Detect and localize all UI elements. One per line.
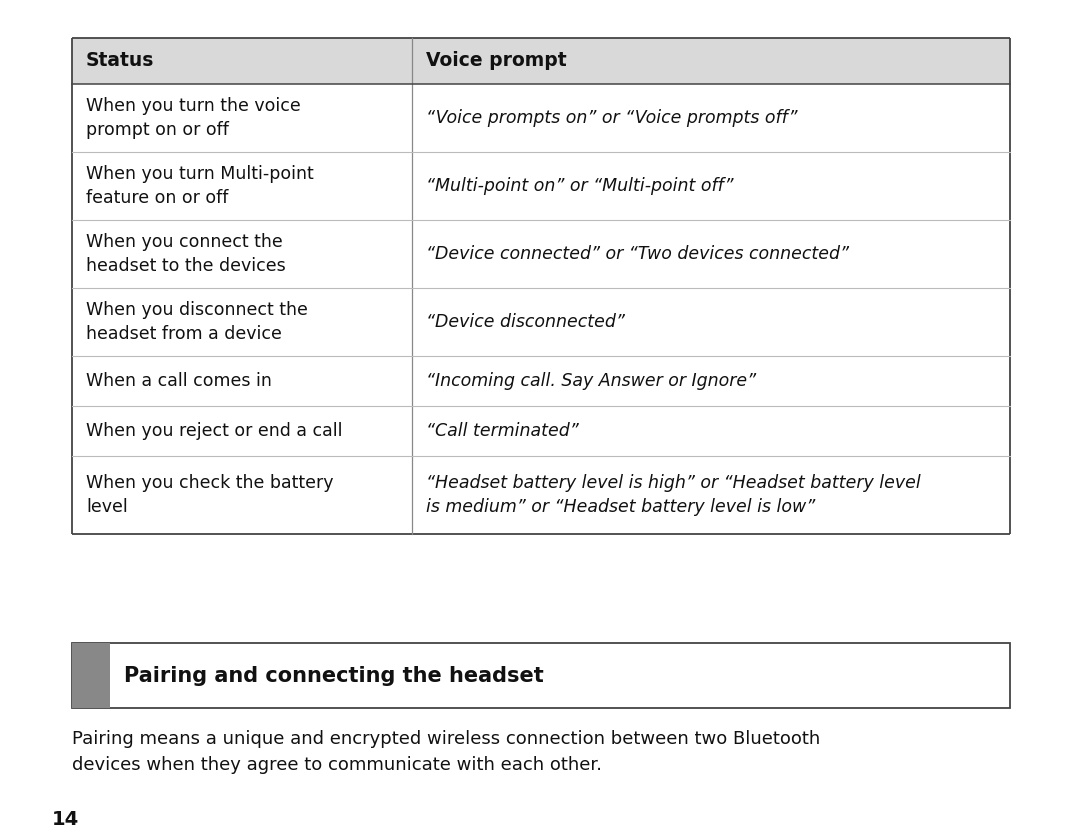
Text: “Headset battery level is high” or “Headset battery level
is medium” or “Headset: “Headset battery level is high” or “Head… [426, 474, 921, 516]
Text: When you turn the voice
prompt on or off: When you turn the voice prompt on or off [86, 97, 300, 139]
Text: 14: 14 [52, 810, 79, 829]
Text: Pairing means a unique and encrypted wireless connection between two Bluetooth
d: Pairing means a unique and encrypted wir… [72, 730, 820, 774]
Text: “Device disconnected”: “Device disconnected” [426, 313, 625, 331]
Text: Status: Status [86, 51, 154, 71]
Text: When a call comes in: When a call comes in [86, 372, 272, 390]
Text: When you check the battery
level: When you check the battery level [86, 474, 334, 516]
Text: Pairing and connecting the headset: Pairing and connecting the headset [124, 665, 543, 685]
Bar [72, 38, 1010, 84]
Text: When you turn Multi-point
feature on or off: When you turn Multi-point feature on or … [86, 165, 314, 207]
Text: “Voice prompts on” or “Voice prompts off”: “Voice prompts on” or “Voice prompts off… [426, 109, 797, 127]
Bar [72, 643, 1010, 708]
Text: “Multi-point on” or “Multi-point off”: “Multi-point on” or “Multi-point off” [426, 177, 733, 195]
Text: When you connect the
headset to the devices: When you connect the headset to the devi… [86, 233, 286, 276]
Text: When you reject or end a call: When you reject or end a call [86, 422, 342, 440]
Text: “Device connected” or “Two devices connected”: “Device connected” or “Two devices conne… [426, 245, 849, 263]
Bar [72, 643, 110, 708]
Text: When you disconnect the
headset from a device: When you disconnect the headset from a d… [86, 301, 308, 344]
Text: “Incoming call. Say Answer or Ignore”: “Incoming call. Say Answer or Ignore” [426, 372, 756, 390]
Text: “Call terminated”: “Call terminated” [426, 422, 579, 440]
Text: Voice prompt: Voice prompt [426, 51, 567, 71]
